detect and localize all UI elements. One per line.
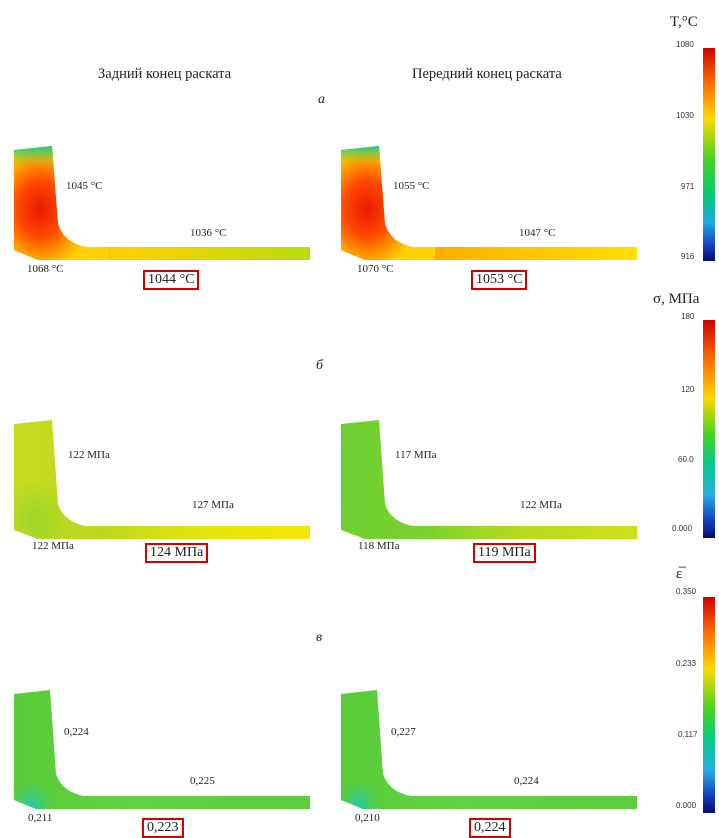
label-corner-left-b: 122 МПа: [32, 540, 74, 552]
panel-letter-c: в: [316, 630, 323, 645]
highlight-value-right-a: 1053 °С: [471, 270, 528, 290]
colorbar-tick: 971: [681, 182, 695, 191]
strain-field-rear-end: [14, 690, 310, 809]
column-title-left: Задний конец раската: [98, 66, 232, 82]
highlight-value-left-a: 1044 °С: [143, 270, 200, 290]
temperature-field-front-end: [341, 146, 637, 260]
colorbar-tick: 0.117: [678, 730, 698, 739]
colorbar-tick: 60.0: [678, 455, 694, 464]
strain-field-front-end: [341, 690, 637, 809]
colorbar-tick: 1080: [676, 40, 694, 49]
label-top-right-a: 1055 °С: [393, 180, 430, 192]
temperature-field-rear-end: [14, 146, 310, 260]
colorbar-tick: 0.233: [676, 659, 697, 668]
label-top-right-b: 117 МПа: [395, 449, 437, 461]
stress-field-front-end: [341, 420, 637, 539]
label-top-left-b: 122 МПа: [68, 449, 110, 461]
colorbar-tick: 0.350: [676, 587, 697, 596]
panel-letter-b: б: [316, 358, 324, 373]
label-top-left-c: 0,224: [64, 726, 89, 738]
colorbar-tick: 916: [681, 252, 695, 261]
label-corner-right-a: 1070 °С: [357, 263, 394, 275]
colorbar-title-strain: ε̅: [676, 566, 683, 582]
label-web-left-a: 1036 °С: [190, 227, 227, 239]
label-web-left-b: 127 МПа: [192, 499, 234, 511]
highlight-value-right-b: 119 МПа: [473, 543, 536, 563]
highlight-value-right-c: 0,224: [469, 818, 511, 838]
highlight-value-left-b: 124 МПа: [145, 543, 209, 563]
label-web-left-c: 0,225: [190, 775, 215, 787]
label-top-right-c: 0,227: [391, 726, 416, 738]
panel-letter-a: а: [318, 92, 325, 107]
label-corner-left-a: 1068 °С: [27, 263, 64, 275]
colorbar-strain: [703, 597, 715, 813]
colorbar-tick: 0.000: [672, 524, 693, 533]
label-web-right-a: 1047 °С: [519, 227, 556, 239]
colorbar-tick: 1030: [676, 111, 694, 120]
label-corner-left-c: 0,211: [28, 812, 53, 824]
column-title-right: Передний конец раската: [412, 66, 562, 82]
colorbar-tick: 120: [681, 385, 695, 394]
colorbar-temperature: [703, 48, 715, 261]
colorbar-tick: 0.000: [676, 801, 697, 810]
colorbar-tick: 180: [681, 312, 695, 321]
colorbar-title-stress: σ, МПа: [653, 291, 700, 307]
label-corner-right-c: 0,210: [355, 812, 380, 824]
colorbar-stress: [703, 320, 715, 538]
colorbar-title-temperature: T,°С: [670, 14, 698, 30]
stress-field-rear-end: [14, 420, 310, 539]
label-web-right-c: 0,224: [514, 775, 539, 787]
label-web-right-b: 122 МПа: [520, 499, 562, 511]
label-top-left-a: 1045 °С: [66, 180, 103, 192]
highlight-value-left-c: 0,223: [142, 818, 184, 838]
label-corner-right-b: 118 МПа: [358, 540, 400, 552]
